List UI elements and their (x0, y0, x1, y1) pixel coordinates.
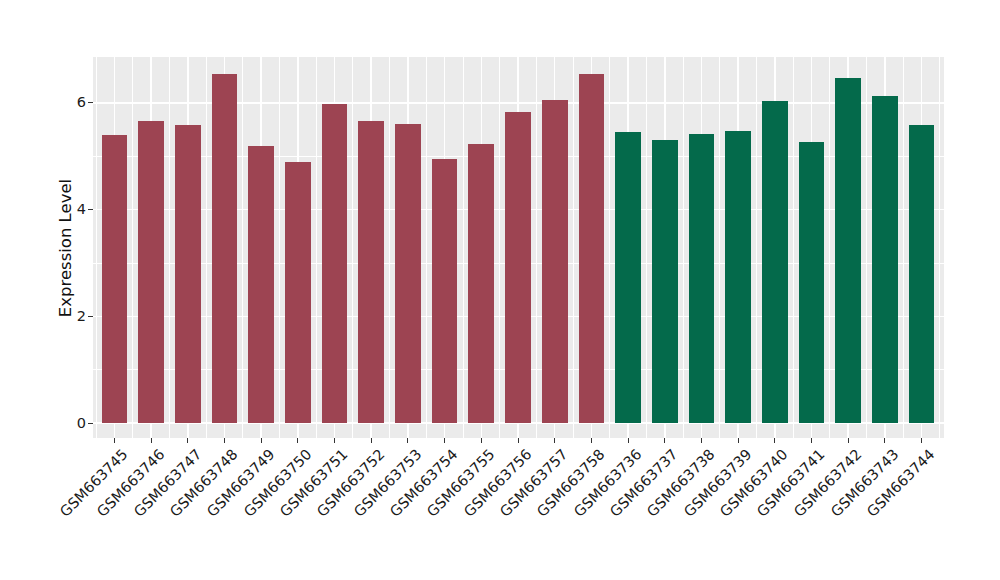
bar-GSM663744 (909, 125, 935, 423)
gridline-minor-vertical (536, 57, 537, 439)
x-axis-tick (884, 438, 885, 443)
gridline-minor-vertical (756, 57, 757, 439)
bar-GSM663749 (248, 146, 274, 423)
gridline-minor-vertical (793, 57, 794, 439)
x-axis-tick (921, 438, 922, 443)
bar-GSM663741 (799, 142, 825, 423)
y-axis-title: Expression Level (56, 148, 76, 348)
bar-GSM663746 (138, 121, 164, 424)
expression-bar-chart: 0246GSM663745GSM663746GSM663747GSM663748… (0, 0, 1000, 580)
gridline-minor-vertical (316, 57, 317, 439)
x-axis-tick (811, 438, 812, 443)
x-axis-tick (481, 438, 482, 443)
x-axis-tick (114, 438, 115, 443)
gridline-minor-vertical (903, 57, 904, 439)
gridline-minor-vertical (352, 57, 353, 439)
x-axis-tick (224, 438, 225, 443)
bar-GSM663737 (652, 140, 678, 423)
y-axis-tick (88, 209, 93, 210)
bar-GSM663753 (395, 124, 421, 423)
bar-GSM663742 (835, 78, 861, 423)
gridline-minor-vertical (939, 57, 940, 439)
x-axis-tick (187, 438, 188, 443)
y-tick-label: 0 (46, 415, 86, 432)
y-tick-label: 6 (46, 94, 86, 111)
bar-GSM663745 (102, 135, 128, 423)
x-axis-tick (591, 438, 592, 443)
gridline-minor-vertical (169, 57, 170, 439)
bar-GSM663755 (468, 144, 494, 423)
bar-GSM663747 (175, 125, 201, 423)
gridline-minor-vertical (132, 57, 133, 439)
gridline-minor-vertical (609, 57, 610, 439)
gridline-minor-vertical (426, 57, 427, 439)
gridline-minor-vertical (719, 57, 720, 439)
bar-GSM663758 (579, 74, 605, 423)
x-axis-tick (664, 438, 665, 443)
gridline-minor-vertical (829, 57, 830, 439)
gridline-minor-vertical (866, 57, 867, 439)
bar-GSM663754 (432, 159, 458, 423)
bar-GSM663748 (212, 74, 238, 423)
bar-GSM663740 (762, 101, 788, 423)
gridline-minor-vertical (646, 57, 647, 439)
bar-GSM663752 (358, 121, 384, 424)
bar-GSM663739 (725, 131, 751, 423)
bar-GSM663756 (505, 112, 531, 423)
x-axis-tick (848, 438, 849, 443)
x-axis-tick (628, 438, 629, 443)
bar-GSM663751 (322, 104, 348, 423)
x-axis-tick (407, 438, 408, 443)
gridline-minor-vertical (389, 57, 390, 439)
bar-GSM663736 (615, 132, 641, 423)
x-axis-tick (774, 438, 775, 443)
x-axis-tick (151, 438, 152, 443)
x-axis-tick (261, 438, 262, 443)
x-axis-tick (554, 438, 555, 443)
bar-GSM663757 (542, 100, 568, 423)
x-axis-tick (701, 438, 702, 443)
gridline-minor-vertical (683, 57, 684, 439)
x-axis-tick (334, 438, 335, 443)
gridline-minor-vertical (573, 57, 574, 439)
gridline-minor-vertical (499, 57, 500, 439)
gridline-minor-vertical (242, 57, 243, 439)
x-axis-tick (518, 438, 519, 443)
y-axis-tick (88, 102, 93, 103)
bar-GSM663750 (285, 162, 311, 423)
bar-GSM663743 (872, 96, 898, 423)
gridline-minor-vertical (463, 57, 464, 439)
gridline-minor-vertical (96, 57, 97, 439)
x-axis-tick (738, 438, 739, 443)
gridline-minor-vertical (279, 57, 280, 439)
x-axis-tick (297, 438, 298, 443)
x-axis-tick (371, 438, 372, 443)
y-axis-tick (88, 423, 93, 424)
gridline-minor-vertical (206, 57, 207, 439)
y-axis-tick (88, 316, 93, 317)
x-axis-tick (444, 438, 445, 443)
bar-GSM663738 (689, 134, 715, 423)
